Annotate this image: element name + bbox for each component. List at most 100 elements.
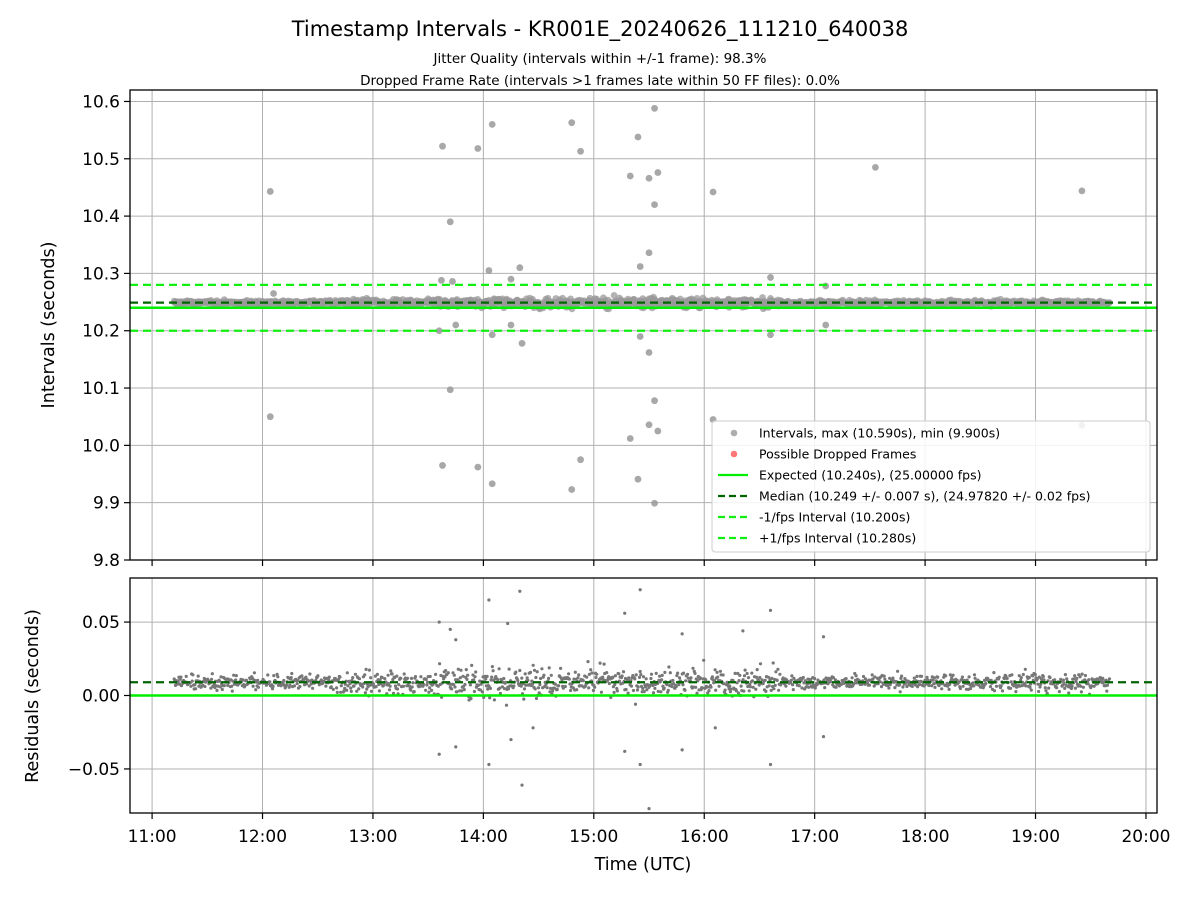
residual-point [383, 677, 387, 681]
residual-point [485, 674, 489, 679]
y-tick-label: 10.0 [82, 436, 120, 456]
residual-point [850, 676, 854, 680]
residual-point [769, 688, 773, 693]
residual-point [831, 676, 836, 680]
y-tick-label: 0.00 [82, 687, 120, 707]
residual-point [656, 689, 660, 694]
residual-point [805, 682, 809, 686]
residual-point [872, 684, 876, 688]
residual-point [967, 675, 971, 679]
residual-point [590, 671, 594, 675]
residual-point [317, 683, 321, 687]
residual-point [660, 678, 664, 682]
residual-point [1072, 677, 1076, 681]
residual-point [363, 691, 367, 695]
residual-point [822, 678, 826, 682]
interval-outlier-point [651, 104, 658, 112]
residual-point [824, 676, 828, 680]
residual-point [751, 685, 755, 689]
residual-point [898, 683, 902, 687]
residual-point [251, 684, 255, 688]
legend-label: Expected (10.240s), (25.00000 fps) [759, 468, 981, 483]
residual-point [1101, 676, 1105, 681]
residual-point [203, 684, 207, 689]
residual-outlier-point [509, 737, 513, 742]
residual-point [1074, 679, 1078, 684]
interval-outlier-point [636, 333, 644, 340]
residual-point [953, 683, 957, 687]
residual-point [452, 673, 456, 677]
residual-point [304, 675, 308, 679]
residual-outlier-point [531, 726, 535, 730]
residual-point [391, 691, 396, 695]
residual-point [307, 684, 311, 688]
residual-point [500, 685, 504, 689]
residual-point [738, 673, 742, 678]
residual-point [1019, 678, 1023, 682]
residual-point [665, 683, 669, 687]
interval-outlier-point [1078, 187, 1086, 195]
residual-point [746, 676, 751, 680]
residual-point [1057, 690, 1061, 694]
residual-point [395, 687, 400, 691]
residual-point [772, 687, 776, 691]
interval-point [610, 292, 618, 299]
interval-outlier-point [767, 274, 774, 281]
residual-point [746, 684, 750, 689]
x-axis-label: Time (UTC) [594, 855, 692, 875]
residual-point [936, 675, 940, 679]
residual-point [193, 683, 197, 687]
intervals-y-ticks: 9.8 9.9 10.0 10.1 10.2 10.3 10.4 10.5 10.6 [82, 92, 130, 571]
residual-point [686, 672, 690, 676]
residual-point [743, 668, 747, 672]
residual-point [1027, 675, 1031, 680]
residual-point [490, 665, 494, 669]
residual-point [530, 679, 534, 683]
residual-point [339, 684, 343, 688]
residual-point [1042, 678, 1046, 682]
residual-point [957, 680, 961, 684]
residual-point [474, 670, 478, 674]
residual-point [651, 691, 656, 695]
residual-point [678, 676, 682, 680]
residual-point [430, 688, 434, 693]
residual-point [715, 670, 719, 675]
residual-point [770, 676, 774, 681]
residual-point [576, 676, 580, 680]
residual-point [322, 679, 326, 683]
residual-point [534, 696, 539, 701]
residual-point [480, 690, 484, 694]
intervals-plot: 9.8 9.9 10.0 10.1 10.2 10.3 10.4 10.5 10.6 Inter… [39, 89, 1158, 571]
legend-marker [730, 429, 738, 437]
residual-point [589, 668, 593, 672]
residual-point [335, 690, 339, 695]
residual-point [468, 683, 472, 687]
residual-point [391, 678, 395, 682]
x-tick-label: 13:00 [348, 827, 397, 847]
residual-point [741, 678, 745, 682]
residual-point [675, 674, 679, 678]
residual-point [969, 684, 973, 689]
residual-point [424, 688, 428, 692]
residual-point [888, 676, 892, 680]
residual-point [1087, 678, 1091, 682]
residual-point [371, 682, 375, 686]
residual-point [388, 684, 392, 688]
residual-point [912, 676, 916, 680]
interval-outlier-point [485, 267, 493, 274]
residual-point [601, 675, 605, 679]
interval-outlier-point [654, 169, 662, 176]
residual-point [1065, 677, 1069, 681]
residual-point [399, 676, 403, 680]
residual-point [1005, 676, 1009, 681]
residual-point [346, 684, 350, 688]
interval-outlier-point [474, 145, 482, 152]
residual-point [792, 676, 796, 680]
residual-point [960, 675, 965, 679]
residual-point [718, 669, 723, 673]
residual-point [349, 686, 353, 690]
residual-point [634, 673, 638, 677]
residual-point [598, 661, 602, 665]
residual-point [389, 669, 393, 673]
residual-point [557, 684, 561, 688]
